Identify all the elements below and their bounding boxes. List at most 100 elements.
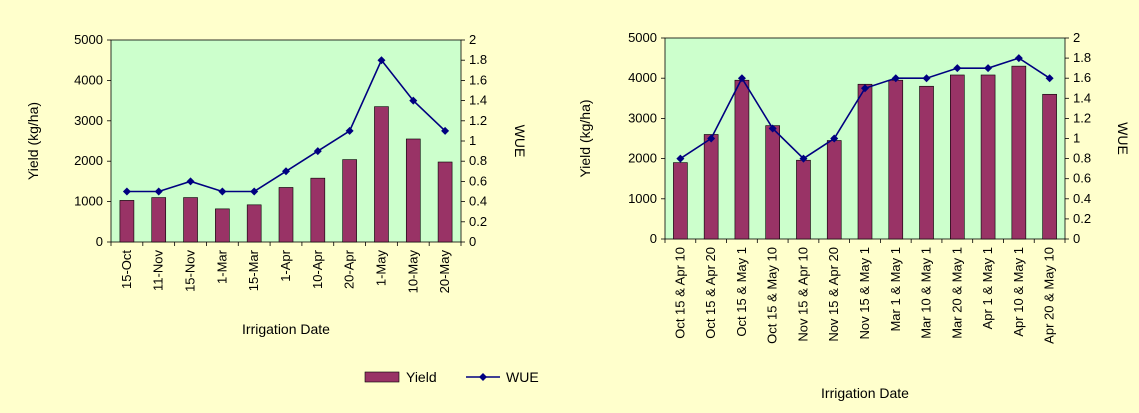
y-axis-title: Yield (kg/ha) <box>577 99 593 177</box>
point-wue <box>313 147 322 156</box>
x-tick-label: 10-Apr <box>310 249 325 289</box>
y-tick-label: 0 <box>650 231 657 246</box>
bar-yield <box>342 159 357 243</box>
bar-yield <box>857 83 873 240</box>
point-wue <box>891 74 900 83</box>
legend-wue-label: WUE <box>506 369 539 385</box>
legend: Yield WUE <box>364 369 539 385</box>
y2-tick-label: 1.4 <box>1073 90 1091 105</box>
x-axis-title: Irrigation Date <box>242 321 330 337</box>
bar-yield <box>119 200 135 243</box>
y2-tick-label: 2 <box>469 32 476 47</box>
bar-yield <box>405 138 421 243</box>
y-axis-title: Yield (kg/ha) <box>25 102 41 180</box>
bar-yield <box>919 85 934 240</box>
bar-yield <box>826 140 842 240</box>
x-tick-label: Nov 15 & Apr 20 <box>826 247 841 342</box>
point-wue <box>345 126 354 135</box>
y-tick-label: 3000 <box>74 113 103 128</box>
point-wue <box>830 134 839 143</box>
bar-yield <box>1011 65 1027 240</box>
point-wue <box>122 187 131 196</box>
point-wue <box>186 177 195 186</box>
y2-tick-label: 0.4 <box>1073 191 1091 206</box>
y2-axis-title: WUE <box>1115 122 1131 155</box>
x-tick-label: Nov 15 & Apr 10 <box>795 247 810 342</box>
point-wue <box>250 187 259 196</box>
y-tick-label: 2000 <box>628 151 657 166</box>
point-wue <box>676 154 685 163</box>
bar-yield <box>374 106 389 243</box>
x-tick-label: Apr 1 & May 1 <box>980 247 995 329</box>
chart-single-irrigation: 0 1000 2000 3000 4000 5000 0 0.2 0.4 0.6 0.8 1 1.2 1.… <box>25 32 528 337</box>
y-tick-label: 4000 <box>628 70 657 85</box>
bar-yield <box>734 79 750 240</box>
point-wue <box>377 56 386 65</box>
bar-yield <box>246 204 262 243</box>
bar-yield <box>1042 93 1057 240</box>
y2-tick-label: 1.4 <box>469 93 487 108</box>
point-wue <box>707 134 716 143</box>
point-wue <box>154 187 163 196</box>
bar-yield <box>278 187 294 243</box>
x-tick-label: 15-Nov <box>183 250 198 292</box>
y2-tick-label: 0.6 <box>469 173 487 188</box>
x-tick-label: 1-May <box>373 250 388 287</box>
y2-tick-label: 1.8 <box>469 52 487 67</box>
y-tick-label: 1000 <box>628 191 657 206</box>
y2-tick-label: 0.2 <box>1073 211 1091 226</box>
x-tick-label: 1-Mar <box>214 249 229 284</box>
bar-yield <box>703 134 719 240</box>
y2-tick-label: 1 <box>469 133 476 148</box>
legend-yield-label: Yield <box>406 369 437 385</box>
y2-tick-label: 1.2 <box>1073 110 1091 125</box>
y2-tick-label: 1.6 <box>469 72 487 87</box>
x-tick-label: Oct 15 & Apr 10 <box>672 247 687 339</box>
x-tick-label: Nov 15 & May 1 <box>857 247 872 340</box>
x-tick-label: 20-Apr <box>342 249 357 289</box>
bar-yield <box>310 177 326 243</box>
y-tick-label: 3000 <box>628 110 657 125</box>
y2-tick-label: 0 <box>1073 231 1080 246</box>
x-tick-label: 10-May <box>405 250 420 294</box>
legend-wue-marker <box>479 373 487 381</box>
point-wue <box>953 64 962 73</box>
y-tick-label: 5000 <box>74 32 103 47</box>
x-tick-label: 20-May <box>437 250 452 294</box>
chart-double-irrigation: 0 1000 2000 3000 4000 5000 0 0.2 0.4 0.6 0.8 1 1.2 1.… <box>577 30 1131 401</box>
bar-yield <box>796 159 811 240</box>
x-tick-label: Mar 1 & May 1 <box>888 247 903 332</box>
point-wue <box>861 84 869 93</box>
bar-yield <box>151 197 167 243</box>
y2-tick-label: 2 <box>1073 30 1080 45</box>
point-wue <box>768 124 777 133</box>
y2-tick-label: 1 <box>1073 131 1080 146</box>
y2-tick-label: 0.6 <box>1073 171 1091 186</box>
x-tick-label: Oct 15 & May 1 <box>734 247 749 337</box>
bar-yield <box>437 161 453 243</box>
y2-tick-label: 0.8 <box>469 153 487 168</box>
point-wue <box>441 126 450 135</box>
point-wue <box>218 187 227 196</box>
bar-yield <box>980 74 996 240</box>
x-tick-label: Apr 10 & May 1 <box>1011 247 1026 337</box>
y2-tick-label: 0.4 <box>469 194 487 209</box>
x-tick-label: 11-Nov <box>151 250 166 291</box>
bar-yield <box>765 125 780 240</box>
y2-tick-label: 1.2 <box>469 113 487 128</box>
y-tick-label: 4000 <box>74 72 103 87</box>
x-tick-label: Mar 20 & May 1 <box>949 247 964 339</box>
bar-yield <box>673 162 688 240</box>
legend-yield-swatch <box>364 371 400 383</box>
bar-yield <box>950 74 965 240</box>
y-tick-label: 5000 <box>628 30 657 45</box>
y2-tick-label: 0 <box>469 234 476 249</box>
point-wue <box>1045 74 1054 83</box>
y-tick-label: 0 <box>96 234 103 249</box>
point-wue <box>799 154 808 163</box>
x-tick-label: Mar 10 & May 1 <box>919 247 934 339</box>
point-wue <box>282 167 290 176</box>
point-wue <box>922 74 931 83</box>
x-tick-label: 1-Apr <box>278 249 293 281</box>
